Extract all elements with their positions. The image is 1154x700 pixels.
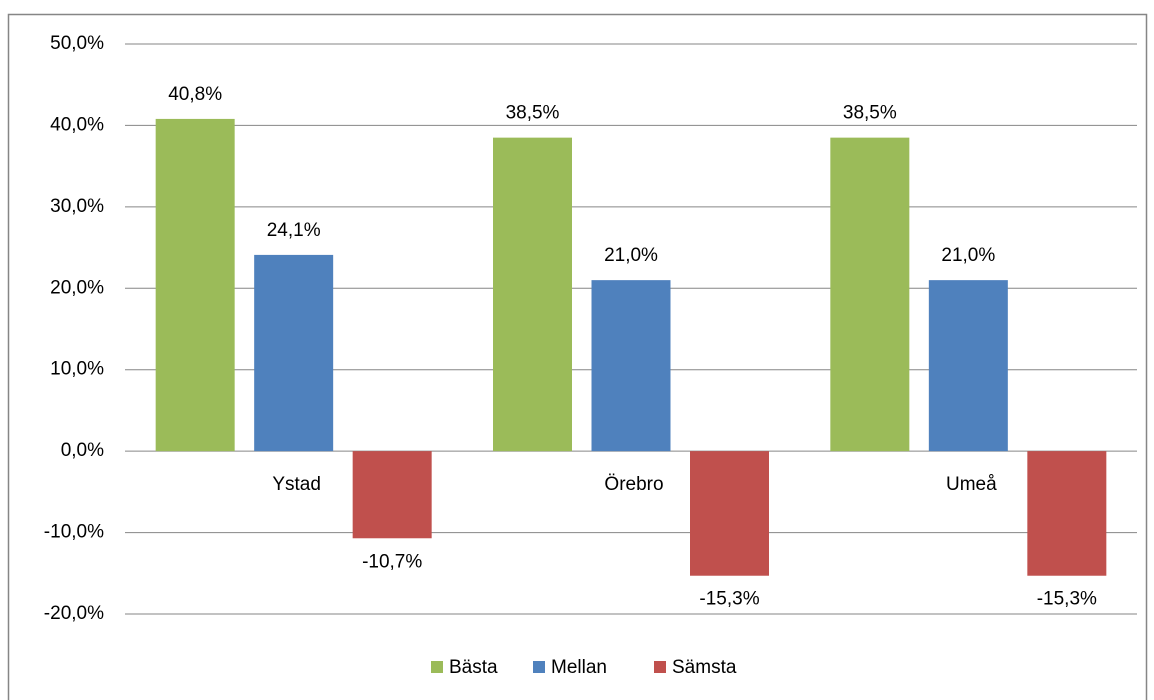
y-tick-label: 40,0%	[50, 114, 104, 135]
data-label: 38,5%	[843, 103, 897, 124]
y-tick-label: 0,0%	[61, 440, 104, 461]
data-label: -15,3%	[1037, 589, 1097, 610]
y-tick-label: 20,0%	[50, 277, 104, 298]
y-tick-label: -20,0%	[44, 603, 104, 624]
x-tick-label: Örebro	[604, 474, 663, 495]
y-tick-label: 10,0%	[50, 359, 104, 380]
bar	[155, 118, 235, 452]
bar	[928, 280, 1008, 452]
x-tick-label: Ystad	[272, 474, 321, 495]
bar	[690, 451, 769, 576]
y-tick-label: 30,0%	[50, 196, 104, 217]
y-tick-label: -10,0%	[44, 522, 104, 543]
bar	[254, 254, 334, 452]
data-label: 38,5%	[506, 103, 560, 124]
legend-label: Mellan	[551, 657, 607, 678]
legend-swatch	[654, 661, 666, 673]
data-label: 21,0%	[604, 245, 658, 266]
bar	[591, 280, 671, 452]
legend-swatch	[431, 661, 443, 673]
data-label: -10,7%	[362, 551, 422, 572]
data-label: 21,0%	[941, 245, 995, 266]
bar	[1027, 451, 1107, 576]
y-tick-label: 50,0%	[50, 33, 104, 54]
data-label: 40,8%	[168, 84, 222, 105]
bar	[352, 451, 432, 539]
x-tick-label: Umeå	[946, 474, 997, 495]
bar	[830, 137, 910, 452]
data-label: -15,3%	[699, 589, 759, 610]
legend-label: Sämsta	[672, 657, 737, 678]
legend-swatch	[533, 661, 545, 673]
legend-label: Bästa	[449, 657, 498, 678]
data-label: 24,1%	[267, 220, 321, 241]
bar	[493, 137, 572, 452]
